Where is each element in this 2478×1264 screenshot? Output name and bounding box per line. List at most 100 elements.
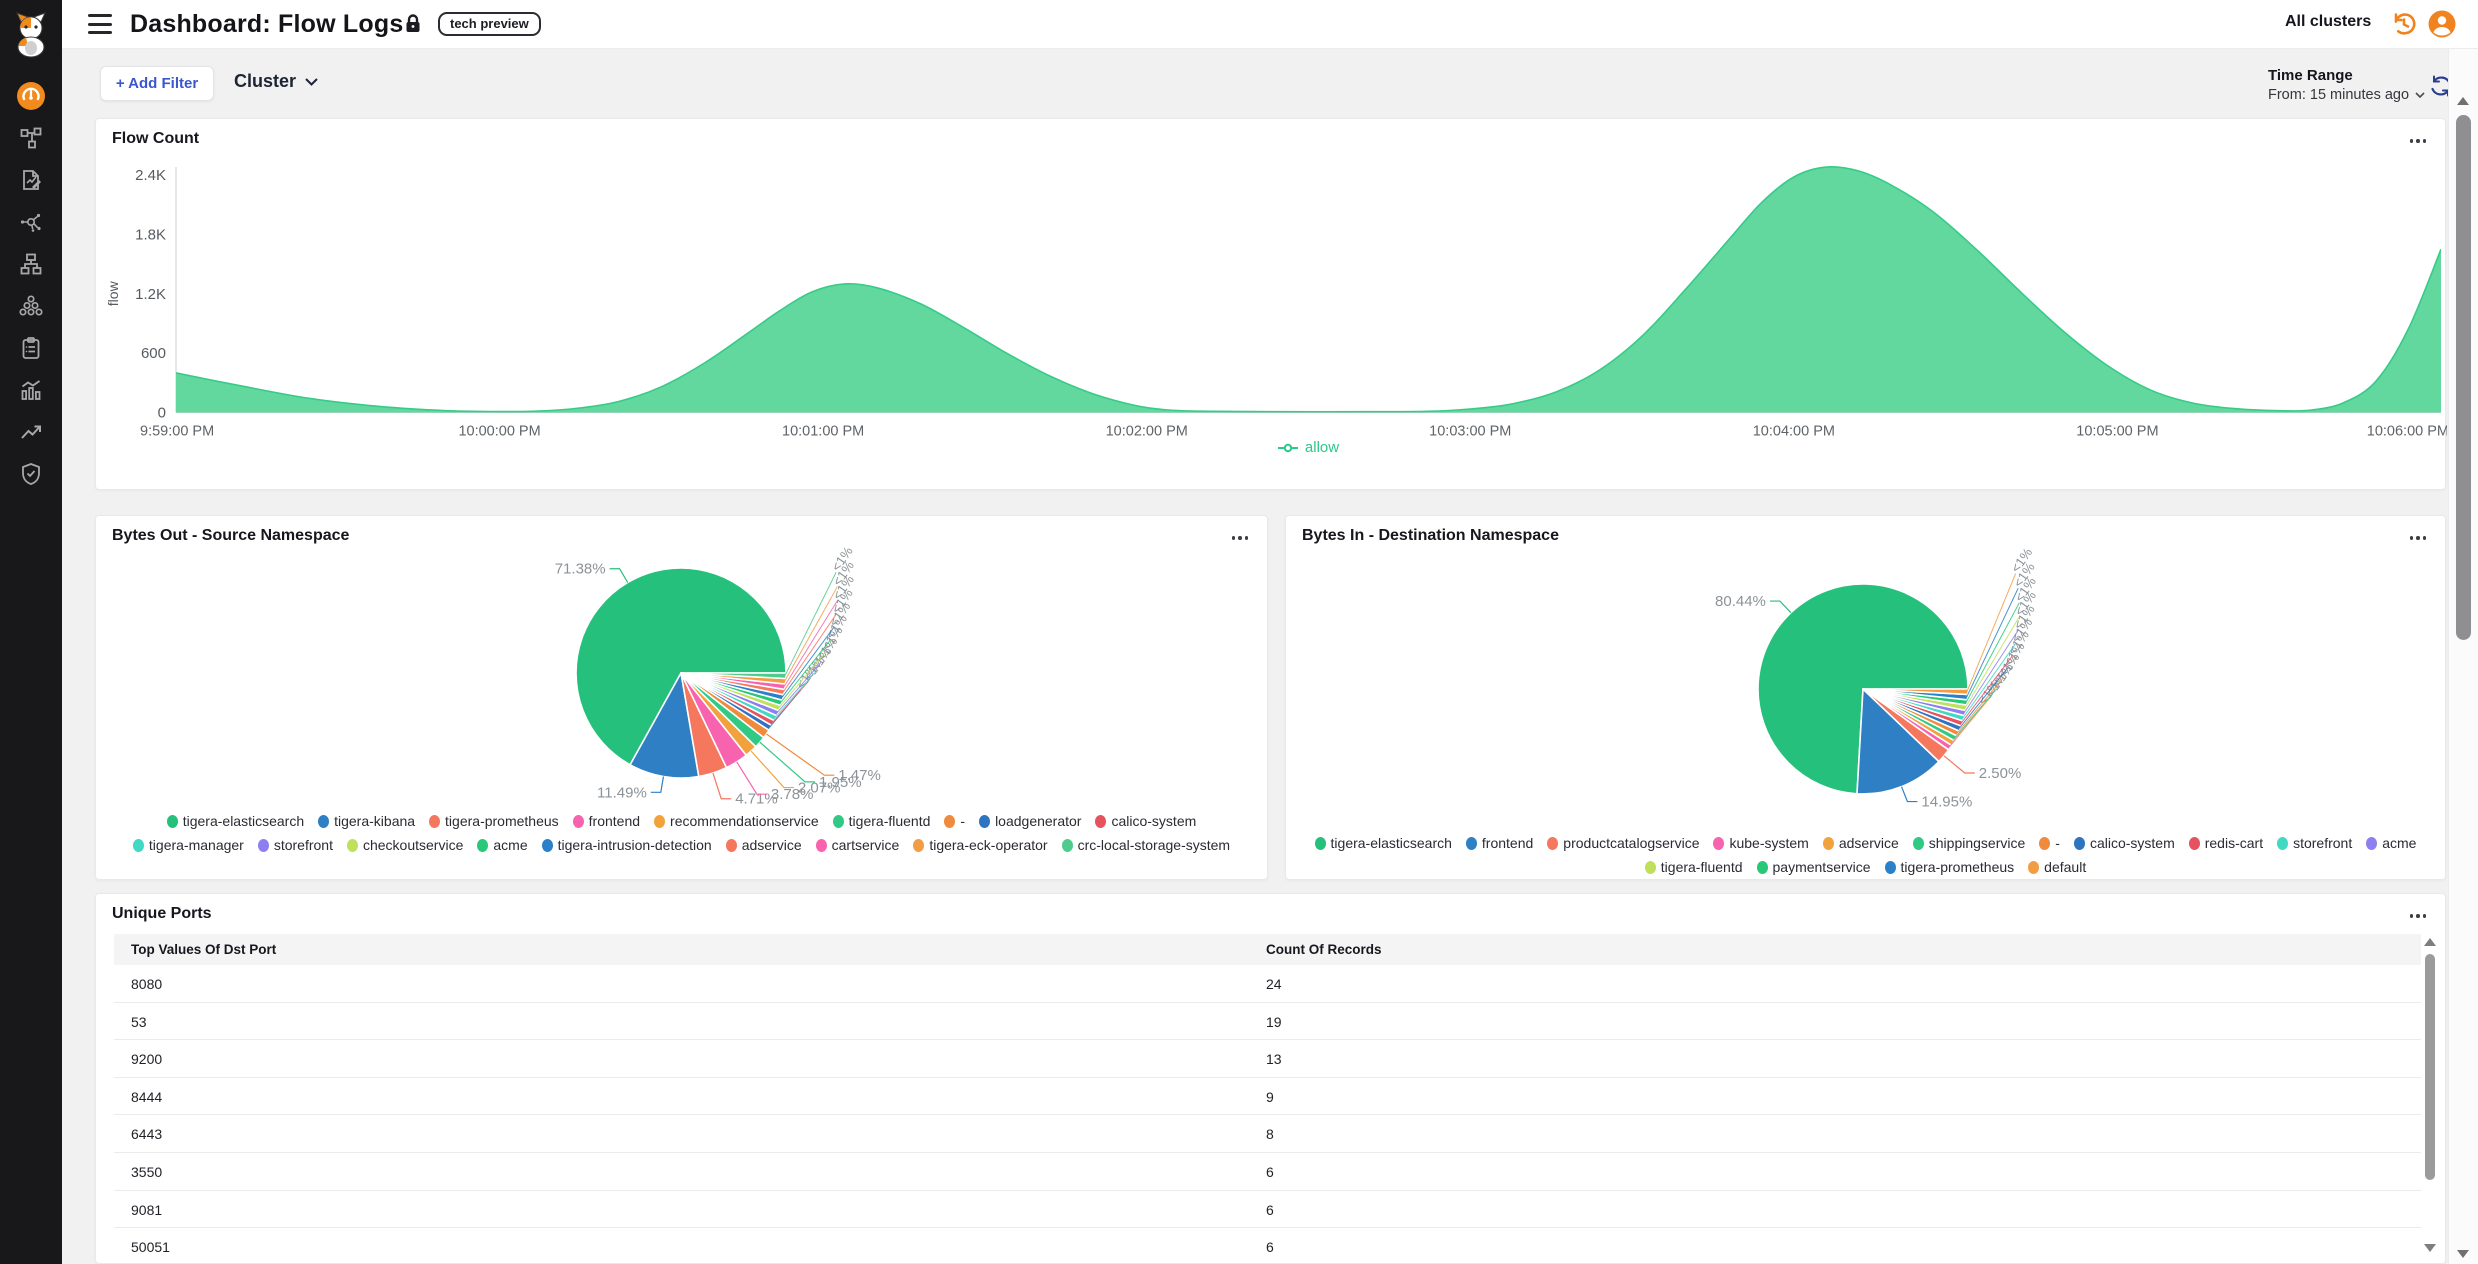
legend-swatch-icon [944, 814, 956, 828]
legend-item[interactable]: tigera-manager [132, 834, 244, 856]
table-row: 3550 6 [114, 1153, 2421, 1191]
cell-count: 9 [1266, 1088, 1274, 1105]
legend-item[interactable]: tigera-eck-operator [913, 834, 1048, 856]
legend-item[interactable]: acme [477, 834, 528, 856]
legend-swatch-icon [541, 838, 553, 852]
legend-item[interactable]: paymentservice [1756, 856, 1871, 878]
nav-network-topology-icon[interactable] [16, 249, 46, 279]
svg-text:10:06:00 PM: 10:06:00 PM [2367, 424, 2447, 438]
sidebar [0, 0, 62, 1264]
cluster-dropdown[interactable]: Cluster [234, 71, 318, 92]
scroll-down-icon[interactable] [2424, 1244, 2436, 1252]
legend-item[interactable]: loadgenerator [979, 810, 1081, 832]
table-row: 6443 8 [114, 1115, 2421, 1153]
time-range-selector[interactable]: Time Range From: 15 minutes ago [2268, 67, 2425, 103]
nav-dashboard-gauge-icon[interactable] [16, 81, 46, 111]
svg-text:14.95%: 14.95% [1921, 794, 1972, 811]
legend-item[interactable]: tigera-elasticsearch [1314, 832, 1452, 854]
legend-item-allow[interactable]: allow [176, 439, 2441, 456]
legend-item[interactable]: recommendationservice [654, 810, 819, 832]
card-menu-button[interactable] [2405, 530, 2431, 546]
legend-item[interactable]: checkoutservice [346, 834, 463, 856]
card-menu-button[interactable] [2405, 908, 2431, 924]
legend-item[interactable]: tigera-prometheus [1884, 856, 2014, 878]
tech-preview-badge: tech preview [438, 12, 541, 36]
legend-item[interactable]: crc-local-storage-system [1061, 834, 1230, 856]
card-title: Unique Ports [112, 905, 212, 922]
legend-item[interactable]: tigera-kibana [318, 810, 415, 832]
legend-item[interactable]: tigera-prometheus [429, 810, 559, 832]
table-row: 50051 6 [114, 1228, 2421, 1264]
legend-item[interactable]: tigera-fluentd [832, 810, 930, 832]
table-row: 8444 9 [114, 1078, 2421, 1116]
legend-label: calico-system [1111, 813, 1197, 829]
scrollbar-thumb[interactable] [2456, 115, 2471, 640]
svg-text:10:04:00 PM: 10:04:00 PM [1753, 424, 1835, 438]
lock-icon [404, 13, 422, 40]
legend-item[interactable]: redis-cart [2188, 832, 2263, 854]
svg-text:3.78%: 3.78% [771, 786, 814, 803]
legend-item[interactable]: storefront [257, 834, 333, 856]
svg-text:10:05:00 PM: 10:05:00 PM [2076, 424, 2158, 438]
legend-item[interactable]: adservice [725, 834, 802, 856]
legend-swatch-icon [2039, 836, 2051, 850]
legend-item[interactable]: kube-system [1713, 832, 1809, 854]
legend-item[interactable]: frontend [572, 810, 640, 832]
page-scrollbar[interactable] [2448, 49, 2478, 1264]
legend-label: tigera-manager [148, 837, 244, 853]
scroll-up-icon[interactable] [2457, 97, 2469, 105]
legend-item[interactable]: acme [2366, 832, 2416, 854]
scroll-down-icon[interactable] [2457, 1250, 2469, 1258]
legend-label: acme [493, 837, 528, 853]
scrollbar-thumb[interactable] [2425, 954, 2435, 1180]
all-clusters-selector[interactable]: All clusters [2285, 13, 2372, 30]
legend-item[interactable]: productcatalogservice [1547, 832, 1699, 854]
legend-label: tigera-eck-operator [929, 837, 1048, 853]
cell-dst-port: 3550 [131, 1163, 163, 1180]
nav-trends-icon[interactable] [16, 417, 46, 447]
legend-item[interactable]: storefront [2277, 832, 2352, 854]
hamburger-menu-icon[interactable] [88, 14, 112, 34]
legend-item[interactable]: calico-system [1095, 810, 1196, 832]
legend-item[interactable]: default [2028, 856, 2086, 878]
legend-swatch-icon [2028, 860, 2040, 874]
nav-flow-logs-icon[interactable] [16, 165, 46, 195]
legend-swatch-icon [1713, 836, 1725, 850]
nav-threat-graph-icon[interactable] [16, 207, 46, 237]
legend-item[interactable]: cartservice [815, 834, 899, 856]
legend-label: default [2044, 859, 2087, 875]
nav-service-graph-icon[interactable] [16, 123, 46, 153]
legend-item[interactable]: tigera-fluentd [1644, 856, 1743, 878]
legend-swatch-icon [257, 838, 269, 852]
legend-swatch-icon [1547, 836, 1559, 850]
card-menu-button[interactable] [2405, 133, 2431, 149]
cell-count: 6 [1266, 1201, 1274, 1218]
legend-label: loadgenerator [995, 813, 1082, 829]
legend-item[interactable]: - [2039, 832, 2060, 854]
history-icon[interactable] [2390, 10, 2418, 43]
card-menu-button[interactable] [1227, 530, 1253, 546]
table-header-row: Top Values Of Dst Port Count Of Records [114, 934, 2421, 965]
nav-clusters-icon[interactable] [16, 291, 46, 321]
table-scrollbar[interactable] [2423, 936, 2437, 1254]
calico-cat-logo-icon[interactable] [9, 12, 53, 58]
user-avatar-icon[interactable] [2428, 10, 2456, 43]
add-filter-button[interactable]: + Add Filter [100, 66, 214, 101]
nav-metrics-chart-icon[interactable] [16, 375, 46, 405]
time-range-label: Time Range [2268, 67, 2353, 84]
legend-item[interactable]: shippingservice [1912, 832, 2025, 854]
legend-item[interactable]: tigera-elasticsearch [166, 810, 304, 832]
scroll-up-icon[interactable] [2424, 938, 2436, 946]
legend-item[interactable]: - [944, 810, 965, 832]
column-header-count: Count Of Records [1266, 942, 1382, 957]
legend-item[interactable]: tigera-intrusion-detection [541, 834, 712, 856]
svg-text:10:02:00 PM: 10:02:00 PM [1106, 424, 1188, 438]
refresh-button[interactable] [2428, 73, 2448, 99]
legend-item[interactable]: calico-system [2073, 832, 2175, 854]
legend-swatch-icon [913, 838, 925, 852]
nav-security-shield-icon[interactable] [16, 459, 46, 489]
cell-dst-port: 9200 [131, 1051, 163, 1068]
nav-compliance-clipboard-icon[interactable] [16, 333, 46, 363]
legend-item[interactable]: adservice [1822, 832, 1899, 854]
legend-item[interactable]: frontend [1465, 832, 1533, 854]
